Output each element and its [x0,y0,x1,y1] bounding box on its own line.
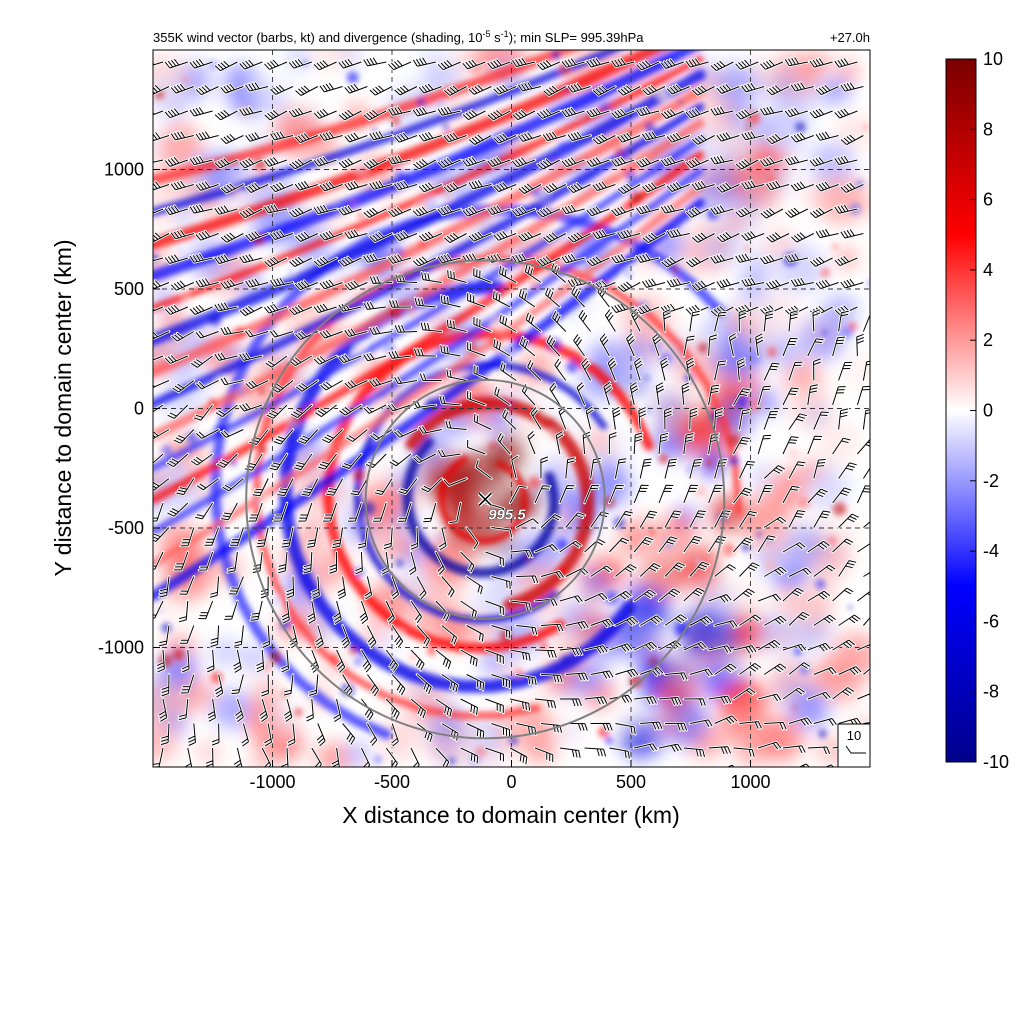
colorbar-tick-label: 8 [983,119,993,139]
reference-barb: 10 [837,723,871,768]
range-ring [364,378,606,620]
colorbar-tick-label: 4 [983,260,993,280]
reference-barb-label: 10 [847,728,861,743]
colorbar-ticks: -10 -8 -6 -4 -2 0 2 4 6 8 10 [970,49,1009,772]
y-axis: -1000 -500 0 500 1000 [98,160,160,658]
x-tick-label: 0 [506,772,516,792]
y-tick-label: -1000 [98,638,144,658]
x-tick-label: 500 [616,772,646,792]
plot-area: 995.5 [153,50,870,767]
colorbar-tick-label: 0 [983,401,993,421]
y-tick-label: 500 [114,279,144,299]
colorbar-tick-label: -6 [983,611,999,631]
colorbar-tick-label: 10 [983,49,1003,69]
colorbar-tick-label: -10 [983,752,1009,772]
center-x-icon [478,492,492,506]
wind-barbs [153,56,870,767]
forecast-time-label: +27.0h [830,30,870,45]
range-ring [245,259,726,740]
storm-center-marker: 995.5 [477,491,527,524]
center-pressure-label: 995.5 [488,506,526,523]
y-tick-label: -500 [108,518,144,538]
x-axis-label: X distance to domain center (km) [342,802,679,828]
y-tick-label: 1000 [104,160,144,180]
chart-title: 355K wind vector (barbs, kt) and diverge… [153,29,644,45]
x-axis: -1000 -500 0 500 1000 [249,760,771,792]
colorbar-tick-label: 2 [983,330,993,350]
range-rings [245,259,726,740]
colorbar-tick-label: -4 [983,541,999,561]
y-tick-label: 0 [134,399,144,419]
y-axis-label: Y distance to domain center (km) [50,239,76,576]
x-tick-label: -500 [374,772,410,792]
colorbar: -10 -8 -6 -4 -2 0 2 4 6 8 10 [945,49,1009,772]
x-tick-label: 1000 [730,772,770,792]
colorbar-tick-label: -2 [983,471,999,491]
colorbar-tick-label: 6 [983,190,993,210]
colorbar-tick-label: -8 [983,682,999,702]
x-tick-label: -1000 [249,772,295,792]
